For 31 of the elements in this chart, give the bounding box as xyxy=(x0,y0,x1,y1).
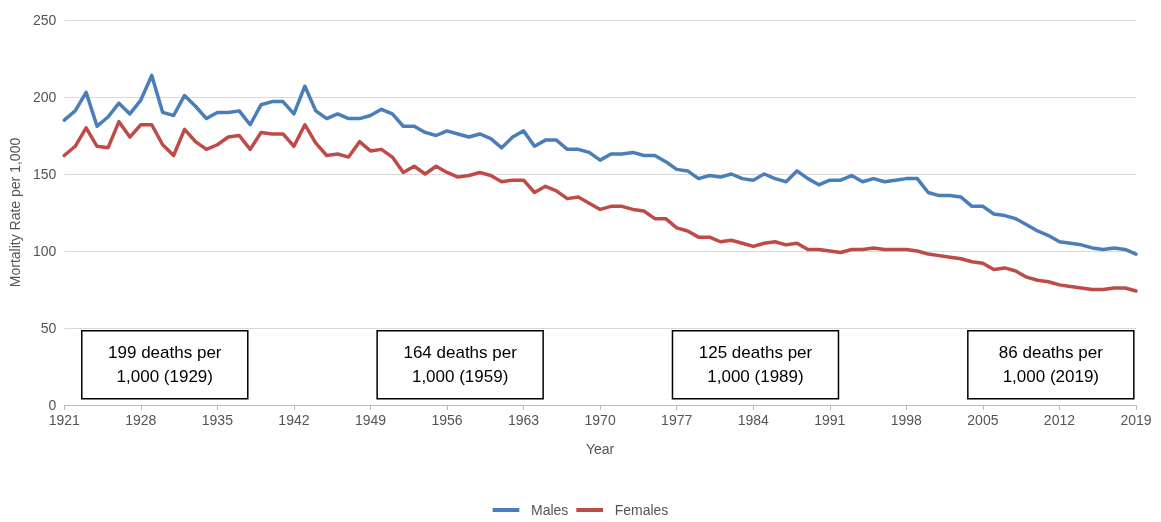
x-tick-label: 1998 xyxy=(890,412,923,428)
annotation: 199 deaths per 1,000 (1929) xyxy=(108,343,222,387)
x-tick-label: 1956 xyxy=(431,412,463,428)
y-tick-label: 250 xyxy=(32,12,57,28)
x-tick-label: 1935 xyxy=(201,412,234,428)
x-tick-label: 1963 xyxy=(508,412,540,428)
legend-label: Females xyxy=(614,502,669,518)
x-tick-label: 1949 xyxy=(354,412,387,428)
y-tick-label: 150 xyxy=(32,166,57,182)
line-series xyxy=(62,73,1138,256)
y-tick-label: 0 xyxy=(48,397,57,413)
x-tick-label: 1942 xyxy=(278,412,310,428)
annotation: 86 deaths per 1,000 (2019) xyxy=(998,343,1104,387)
legend-label: Males xyxy=(530,502,569,518)
x-tick-label: 1928 xyxy=(125,412,157,428)
y-axis-title: Mortality Rate per 1,000 xyxy=(7,137,23,288)
x-tick-label: 1970 xyxy=(584,412,616,428)
x-axis-title: Year xyxy=(585,441,615,457)
x-tick-label: 2005 xyxy=(967,412,999,428)
line-series xyxy=(62,119,1138,293)
x-tick-label: 2012 xyxy=(1043,412,1076,428)
x-tick-label: 1977 xyxy=(661,412,693,428)
y-tick-label: 50 xyxy=(40,320,57,336)
y-tick-label: 200 xyxy=(32,89,57,105)
x-tick-label: 1991 xyxy=(814,412,846,428)
y-tick-label: 100 xyxy=(32,243,57,259)
annotation: 164 deaths per 1,000 (1959) xyxy=(403,343,518,387)
annotation: 125 deaths per 1,000 (1989) xyxy=(698,343,813,387)
x-tick-label: 1921 xyxy=(48,412,81,428)
x-tick-label: 2019 xyxy=(1120,412,1152,428)
x-tick-label: 1984 xyxy=(737,412,770,428)
